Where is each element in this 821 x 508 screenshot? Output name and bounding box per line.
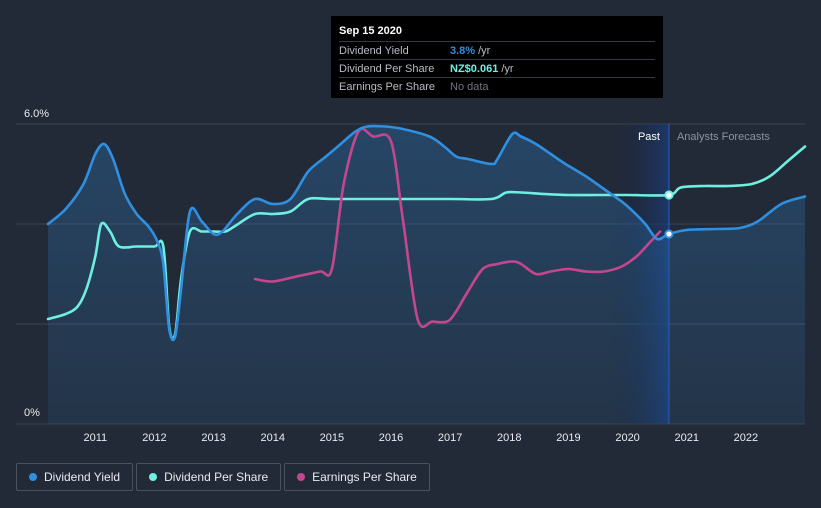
x-tick-label: 2018 xyxy=(497,432,521,444)
tooltip-value: 3.8% xyxy=(450,44,476,57)
x-tick-label: 2012 xyxy=(142,432,166,444)
dividend-per-share-line xyxy=(46,145,807,340)
tooltip-label: Earnings Per Share xyxy=(339,80,435,93)
earnings-per-share-line xyxy=(253,127,662,329)
legend-dot-icon xyxy=(149,473,158,481)
y-tick-label: 6.0% xyxy=(24,108,49,120)
tooltip-date: Sep 15 2020 xyxy=(339,25,402,37)
tooltip-row-dividend-per-share: Dividend Per Share NZ$0.061 /yr xyxy=(339,59,655,77)
legend-dividend-per-share[interactable]: Dividend Per Share xyxy=(136,463,282,491)
legend-dot-icon xyxy=(297,473,306,481)
dividend-yield-area xyxy=(48,126,805,424)
x-tick-label: 2019 xyxy=(556,432,580,444)
x-tick-label: 2017 xyxy=(438,432,462,444)
chart-tooltip: Sep 15 2020 Dividend Yield 3.8% /yr Divi… xyxy=(331,16,663,98)
x-tick-label: 2021 xyxy=(674,432,698,444)
tooltip-value: NZ$0.061 xyxy=(450,62,499,75)
x-tick-label: 2011 xyxy=(83,432,107,444)
x-tick-label: 2015 xyxy=(320,432,344,444)
x-tick-label: 2020 xyxy=(615,432,639,444)
tooltip-row-dividend-yield: Dividend Yield 3.8% /yr xyxy=(339,41,655,59)
chart-legend: Dividend Yield Dividend Per Share Earnin… xyxy=(16,463,430,491)
tooltip-unit: /yr xyxy=(501,62,514,75)
legend-label: Dividend Yield xyxy=(44,470,121,484)
tooltip-label: Dividend Yield xyxy=(339,44,409,57)
legend-dividend-yield[interactable]: Dividend Yield xyxy=(16,463,134,491)
dividend-yield-marker xyxy=(664,229,674,239)
x-tick-label: 2016 xyxy=(379,432,403,444)
y-tick-label: 0% xyxy=(24,407,40,419)
dividend-per-share-marker xyxy=(664,190,674,200)
legend-dot-icon xyxy=(29,473,37,481)
tooltip-row-earnings-per-share: Earnings Per Share No data xyxy=(339,77,655,95)
legend-earnings-per-share[interactable]: Earnings Per Share xyxy=(284,463,430,491)
analysts-forecasts-label: Analysts Forecasts xyxy=(677,131,770,143)
tooltip-label: Dividend Per Share xyxy=(339,62,435,75)
x-tick-label: 2014 xyxy=(260,432,284,444)
tooltip-value: No data xyxy=(450,80,489,93)
tooltip-unit: /yr xyxy=(478,44,491,57)
x-tick-label: 2022 xyxy=(734,432,758,444)
past-label: Past xyxy=(638,131,660,143)
legend-label: Earnings Per Share xyxy=(312,470,417,484)
dividend-yield-line xyxy=(46,124,807,342)
x-tick-label: 2013 xyxy=(201,432,225,444)
legend-label: Dividend Per Share xyxy=(164,470,269,484)
